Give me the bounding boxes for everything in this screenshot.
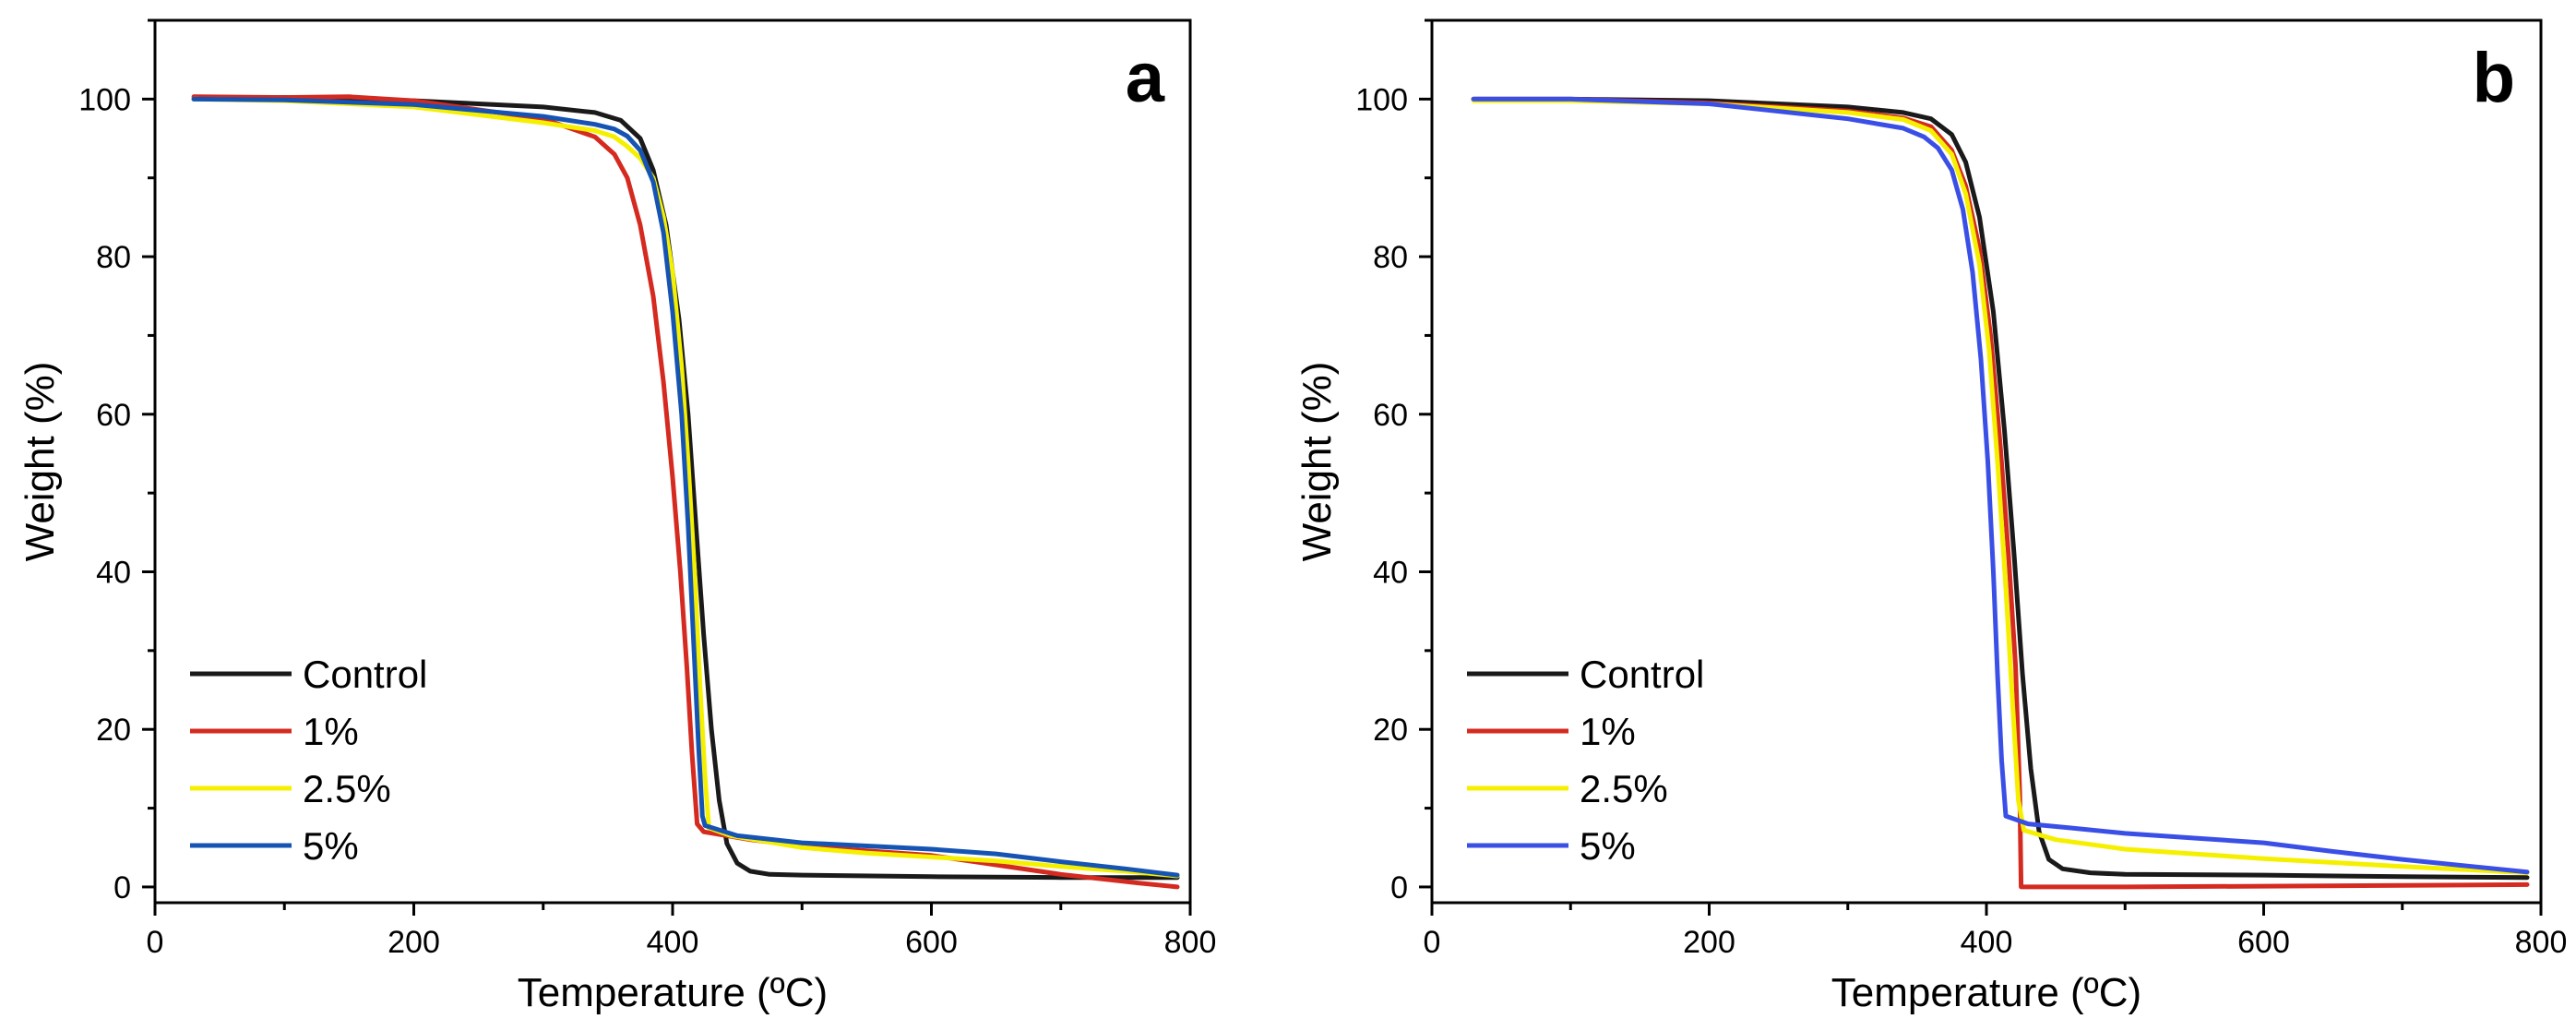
legend-label: 5%: [303, 824, 359, 868]
x-tick-label: 600: [2237, 925, 2290, 960]
y-tick-label: 20: [1373, 713, 1408, 748]
series-line-5: [191, 96, 1180, 878]
y-tick-label: 60: [96, 398, 131, 433]
legend-label: Control: [303, 653, 427, 696]
y-axis-title: Weight (%): [18, 362, 63, 562]
series-line-5: [1471, 96, 2530, 875]
x-tick-label: 0: [147, 925, 164, 960]
y-tick-label: 40: [1373, 556, 1408, 591]
legend-label: 5%: [1580, 824, 1636, 868]
y-tick-label: 80: [96, 240, 131, 275]
legend-label: 1%: [303, 710, 359, 753]
series-line-control: [191, 95, 1180, 881]
x-tick-label: 200: [1683, 925, 1735, 960]
y-tick-label: 0: [1390, 870, 1408, 905]
y-tick-label: 100: [78, 82, 131, 117]
y-tick-label: 0: [113, 870, 131, 905]
legend-label: Control: [1580, 653, 1704, 696]
x-tick-label: 800: [1164, 925, 1217, 960]
y-axis-title: Weight (%): [1294, 362, 1340, 562]
x-tick-label: 800: [2515, 925, 2568, 960]
legend-label: 2.5%: [1580, 767, 1668, 810]
panel-letter: b: [2473, 39, 2515, 117]
y-tick-label: 40: [96, 556, 131, 591]
x-axis-title: Temperature (ºC): [518, 970, 828, 1015]
series-line-2-5: [191, 96, 1180, 879]
legend-label: 1%: [1580, 710, 1636, 753]
series-line-2-5: [1471, 98, 2530, 876]
y-tick-label: 100: [1355, 82, 1408, 117]
y-tick-label: 60: [1373, 398, 1408, 433]
x-tick-label: 200: [388, 925, 440, 960]
x-tick-label: 600: [905, 925, 958, 960]
x-tick-label: 400: [1961, 925, 2013, 960]
panel-b: 0 200 400 600 800 0 20 40 60 80 100 Temperature (ºC…: [1294, 18, 2568, 1015]
panel-a: 0 200 400 600 800 0 20 40 60 80 100 Temperature (ºC…: [18, 18, 1217, 1015]
y-tick-label: 20: [96, 713, 131, 748]
x-axis-title: Temperature (ºC): [1831, 970, 2141, 1015]
y-tick-label: 80: [1373, 240, 1408, 275]
panel-letter: a: [1126, 39, 1165, 117]
x-tick-label: 400: [647, 925, 699, 960]
legend-label: 2.5%: [303, 767, 391, 810]
x-tick-label: 0: [1424, 925, 1441, 960]
series-line-control: [1471, 96, 2530, 881]
